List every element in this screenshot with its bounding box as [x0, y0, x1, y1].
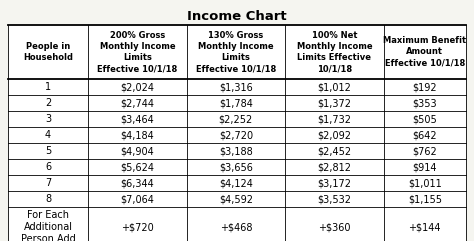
- Text: $6,344: $6,344: [120, 178, 154, 188]
- Text: +$360: +$360: [318, 222, 351, 232]
- Text: $1,155: $1,155: [408, 194, 442, 204]
- Text: 3: 3: [45, 114, 51, 124]
- Text: $192: $192: [412, 82, 437, 92]
- Text: $642: $642: [412, 130, 437, 140]
- Text: $2,812: $2,812: [317, 162, 351, 172]
- Text: $914: $914: [412, 162, 437, 172]
- Text: Maximum Benefit
Amount
Effective 10/1/18: Maximum Benefit Amount Effective 10/1/18: [383, 36, 466, 67]
- Text: $1,732: $1,732: [317, 114, 351, 124]
- Text: $4,592: $4,592: [219, 194, 253, 204]
- Text: Income Chart: Income Chart: [187, 10, 287, 23]
- Text: 2: 2: [45, 98, 51, 108]
- Text: $3,532: $3,532: [317, 194, 351, 204]
- Text: $1,784: $1,784: [219, 98, 253, 108]
- Text: $505: $505: [412, 114, 437, 124]
- Text: $2,720: $2,720: [219, 130, 253, 140]
- Text: $762: $762: [412, 146, 437, 156]
- Text: +$144: +$144: [409, 222, 441, 232]
- Text: 200% Gross
Monthly Income
Limits
Effective 10/1/18: 200% Gross Monthly Income Limits Effecti…: [97, 31, 177, 73]
- Text: 4: 4: [45, 130, 51, 140]
- Text: $2,452: $2,452: [317, 146, 351, 156]
- Text: $3,172: $3,172: [317, 178, 351, 188]
- Text: $2,024: $2,024: [120, 82, 155, 92]
- Text: 130% Gross
Monthly Income
Limits
Effective 10/1/18: 130% Gross Monthly Income Limits Effecti…: [196, 31, 276, 73]
- Text: $1,316: $1,316: [219, 82, 253, 92]
- Text: $4,904: $4,904: [120, 146, 154, 156]
- Text: $2,252: $2,252: [219, 114, 253, 124]
- Text: 1: 1: [45, 82, 51, 92]
- Text: $353: $353: [412, 98, 437, 108]
- Text: $2,092: $2,092: [317, 130, 351, 140]
- Text: $7,064: $7,064: [120, 194, 155, 204]
- Text: $3,188: $3,188: [219, 146, 253, 156]
- Text: +$468: +$468: [219, 222, 252, 232]
- Text: $5,624: $5,624: [120, 162, 155, 172]
- Text: 100% Net
Monthly Income
Limits Effective
10/1/18: 100% Net Monthly Income Limits Effective…: [297, 31, 372, 73]
- Text: $3,656: $3,656: [219, 162, 253, 172]
- Text: 5: 5: [45, 146, 51, 156]
- Text: People in
Household: People in Household: [23, 42, 73, 62]
- Text: 8: 8: [45, 194, 51, 204]
- Text: $1,012: $1,012: [318, 82, 351, 92]
- Text: $2,744: $2,744: [120, 98, 155, 108]
- Text: $4,124: $4,124: [219, 178, 253, 188]
- Text: +$720: +$720: [121, 222, 154, 232]
- Text: For Each
Additional
Person Add: For Each Additional Person Add: [21, 210, 75, 241]
- Text: $4,184: $4,184: [120, 130, 154, 140]
- Text: 7: 7: [45, 178, 51, 188]
- Text: $3,464: $3,464: [120, 114, 154, 124]
- Text: $1,011: $1,011: [408, 178, 442, 188]
- Text: 6: 6: [45, 162, 51, 172]
- Text: $1,372: $1,372: [317, 98, 351, 108]
